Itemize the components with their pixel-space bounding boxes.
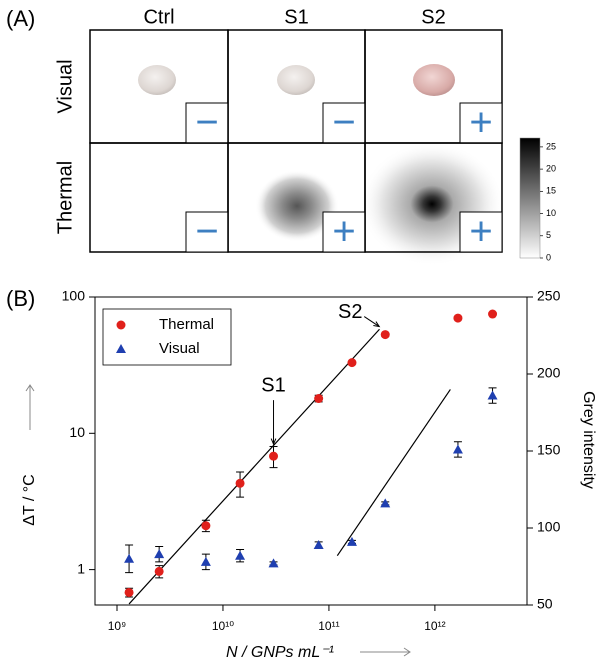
result-sign: +: [332, 210, 355, 254]
annotation: S2: [338, 301, 362, 323]
point: [347, 358, 357, 368]
row-label: Visual: [54, 59, 76, 113]
thermal-image: [255, 170, 339, 242]
fit-line: [336, 389, 451, 557]
point: [313, 539, 324, 549]
column-label: Ctrl: [143, 6, 174, 28]
result-box: [459, 211, 503, 253]
point: [452, 444, 463, 454]
colorbar-tick-label: 5: [546, 230, 551, 240]
point: [487, 390, 498, 400]
y2-axis-label: Grey intensity: [580, 391, 597, 489]
point: [200, 556, 211, 566]
result-sign: −: [195, 101, 218, 145]
point: [235, 478, 245, 488]
x-tick-label: 10¹²: [424, 619, 445, 633]
colorbar-tick-label: 15: [546, 186, 556, 196]
result-sign: −: [195, 210, 218, 254]
fit-line: [128, 328, 380, 605]
legend-marker: [116, 320, 126, 330]
annotation-arrowhead: [270, 438, 277, 446]
y2-tick-label: 200: [537, 365, 561, 381]
x-tick-label: 10¹¹: [318, 619, 339, 633]
result-box: [322, 102, 366, 144]
colorbar-tick-label: 10: [546, 208, 556, 218]
result-sign: +: [469, 210, 492, 254]
result-sign: −: [332, 101, 355, 145]
result-sign: +: [469, 101, 492, 145]
colorbar: [519, 137, 541, 259]
column-label: S1: [284, 6, 308, 28]
colorbar-tick-label: 0: [546, 252, 551, 262]
point: [269, 451, 279, 461]
droplet: [413, 64, 455, 96]
colorbar-tick-label: 25: [546, 141, 556, 151]
point: [314, 394, 324, 404]
droplet: [138, 65, 176, 95]
x-axis-label: N / GNPs mL⁻¹: [226, 644, 334, 661]
legend-box: [102, 308, 232, 366]
x-tick-label: 10¹⁰: [212, 619, 234, 633]
point: [154, 549, 165, 559]
x-tick-label: 10⁹: [108, 619, 127, 633]
y-tick-label: 100: [62, 288, 86, 304]
legend-marker: [116, 344, 126, 353]
point: [453, 313, 463, 323]
result-box: [322, 211, 366, 253]
column-label: S2: [421, 6, 445, 28]
point: [124, 587, 134, 597]
point: [124, 553, 135, 563]
y2-tick-label: 100: [537, 519, 561, 535]
legend-label: Thermal: [159, 316, 214, 333]
point: [380, 330, 390, 340]
y-axis-arrowhead: [25, 384, 35, 392]
point: [201, 521, 211, 531]
point: [154, 566, 164, 576]
panel-b: (B) 10⁹ 10¹⁰ 10¹¹ 10¹² 1 10 100 50 100 150 200 250 N …: [6, 286, 597, 661]
y2-tick-label: 50: [537, 596, 553, 612]
droplet: [277, 65, 315, 95]
x-axis-arrowhead: [403, 647, 411, 657]
y-tick-label: 10: [69, 424, 85, 440]
row-label: Thermal: [54, 161, 76, 234]
annotation-arrow: [363, 316, 380, 327]
annotation: S1: [261, 374, 285, 396]
result-box: [185, 211, 229, 253]
y2-tick-label: 150: [537, 442, 561, 458]
point: [380, 498, 391, 508]
annotation-arrowhead: [373, 321, 381, 328]
point: [346, 536, 357, 546]
panel-label: (A): [6, 6, 35, 31]
point: [268, 558, 279, 568]
point: [488, 309, 498, 319]
cell: [364, 142, 503, 253]
y-tick-label: 1: [77, 560, 85, 576]
result-box: [185, 102, 229, 144]
point: [235, 550, 246, 560]
panel-label: (B): [6, 286, 35, 311]
colorbar-tick-label: 20: [546, 163, 556, 173]
y2-tick-label: 250: [537, 288, 561, 304]
legend-label: Visual: [159, 340, 200, 357]
y-axis-label: ΔT / °C: [21, 474, 38, 525]
result-box: [459, 102, 503, 144]
